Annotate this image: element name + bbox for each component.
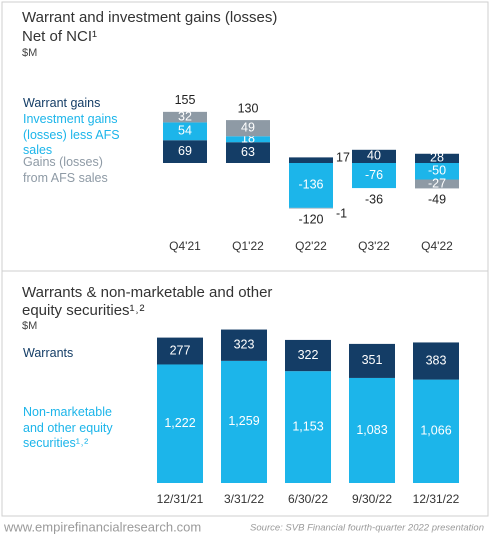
value-label: 49: [241, 120, 255, 134]
value-label: 28: [430, 151, 444, 165]
value-label: -27: [428, 176, 446, 190]
x-tick-label: 12/31/21: [157, 492, 204, 506]
bar-segment: [289, 157, 333, 163]
x-tick-label: 6/30/22: [288, 492, 328, 506]
value-label: -1: [336, 206, 347, 220]
legend-label: Investment gains (losses) less AFS sales: [23, 112, 120, 158]
bar-segment: [413, 342, 459, 380]
value-label: 1,083: [356, 423, 387, 437]
chart-subtitle: Net of NCI¹: [22, 28, 98, 45]
value-label: 54: [178, 124, 192, 138]
x-tick-label: Q4'21: [169, 239, 201, 253]
bar-segment: [413, 379, 459, 483]
bar-segment: [289, 163, 333, 208]
bar-segment: [163, 111, 207, 123]
x-tick-label: Q4'22: [421, 239, 453, 253]
value-label: 1,066: [420, 424, 451, 438]
bar-segment: [226, 136, 270, 143]
bar-segment: [157, 337, 203, 365]
legend-label: Warrant gains: [23, 96, 101, 110]
value-label: 383: [426, 353, 447, 367]
value-label: -76: [365, 168, 383, 182]
value-label: 63: [241, 145, 255, 159]
total-label: 155: [175, 93, 196, 107]
x-tick-label: 9/30/22: [352, 492, 392, 506]
bar-segment: [415, 153, 459, 163]
value-label: 17: [336, 150, 350, 164]
value-label: 1,222: [164, 416, 195, 430]
source: Source: SVB Financial fourth-quarter 202…: [250, 523, 484, 534]
value-label: 69: [178, 144, 192, 158]
bar-segment: [415, 163, 459, 180]
bar-segment: [157, 364, 203, 483]
frame: [1, 1, 489, 517]
x-tick-label: Q1'22: [232, 239, 264, 253]
chart-title: Warrant and investment gains (losses): [22, 9, 278, 26]
website: www.empirefinancialresearch.com: [3, 519, 201, 534]
total-label: -120: [298, 213, 323, 227]
bar-segment: [221, 329, 267, 361]
x-tick-label: 3/31/22: [224, 492, 264, 506]
bar-segment: [226, 142, 270, 163]
bar-segment: [415, 179, 459, 189]
bar-segment: [163, 122, 207, 141]
bar-segment: [349, 377, 395, 483]
bar-segment: [285, 339, 331, 372]
value-label: 40: [367, 149, 381, 163]
value-label: -136: [298, 178, 323, 192]
legend-label: Gains (losses) from AFS sales: [23, 155, 108, 185]
value-label: -50: [428, 164, 446, 178]
total-label: -36: [365, 192, 383, 206]
value-label: 32: [178, 109, 192, 123]
total-label: 130: [238, 101, 259, 115]
value-label: 322: [298, 348, 319, 362]
total-label: -49: [428, 193, 446, 207]
legend-label: Warrants: [23, 346, 74, 360]
bar-segment: [226, 120, 270, 137]
x-tick-label: Q3'22: [358, 239, 390, 253]
value-label: 277: [170, 343, 191, 357]
bar-segment: [349, 343, 395, 378]
legend-label: Non-marketable and other equity securiti…: [23, 405, 113, 451]
unit-label: $M: [22, 320, 38, 332]
bar-segment: [163, 140, 207, 163]
chart-title: Warrants & non-marketable and other equi…: [22, 284, 273, 319]
bar-segment: [289, 207, 333, 209]
value-label: 323: [234, 338, 255, 352]
value-label: 1,153: [292, 419, 323, 433]
unit-label: $M: [22, 47, 38, 59]
bar-segment: [352, 163, 396, 189]
x-tick-label: 12/31/22: [413, 492, 460, 506]
value-label: 1,259: [228, 414, 259, 428]
value-label: 351: [362, 353, 383, 367]
bar-segment: [221, 360, 267, 483]
x-tick-label: Q2'22: [295, 239, 327, 253]
bar-segment: [285, 371, 331, 483]
bar-segment: [352, 149, 396, 163]
